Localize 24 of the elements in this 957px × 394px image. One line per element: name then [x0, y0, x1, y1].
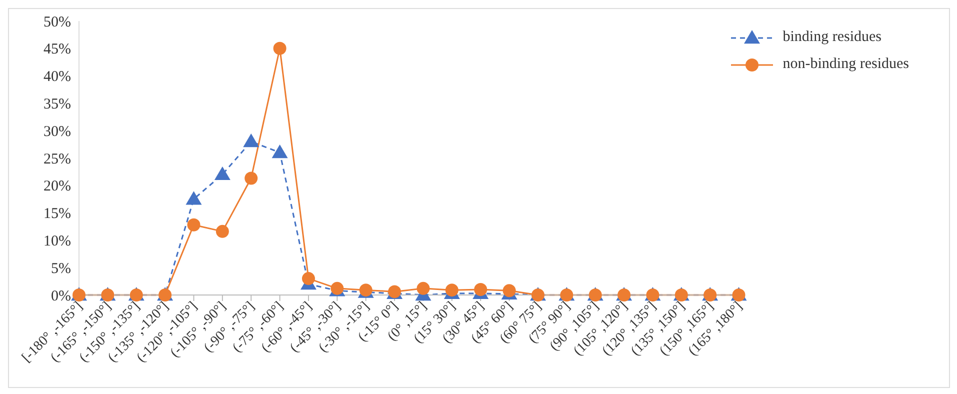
point [214, 166, 230, 180]
y-tick-label: 35% [44, 96, 71, 113]
point [186, 191, 202, 205]
legend-label: binding residues [782, 29, 882, 46]
y-tick-label: 5% [51, 260, 71, 277]
point [302, 272, 315, 286]
point [416, 282, 430, 295]
y-tick-label: 25% [44, 151, 71, 168]
point [474, 283, 488, 296]
point [272, 144, 288, 158]
y-tick-label: 30% [44, 124, 71, 140]
point [244, 172, 258, 185]
point [216, 224, 229, 238]
y-tick-label: 15% [44, 206, 71, 222]
y-tick-label: 40% [44, 69, 71, 86]
point [243, 134, 260, 148]
y-tick-label: 45% [44, 42, 71, 58]
y-tick-label: 10% [44, 234, 71, 250]
point [273, 42, 286, 55]
y-tick-label: 20% [44, 178, 71, 195]
legend-label: non-binding residues [782, 56, 909, 73]
y-tick-label: 50% [44, 14, 71, 30]
point [187, 218, 200, 232]
y-tick-label: 0% [51, 288, 71, 304]
